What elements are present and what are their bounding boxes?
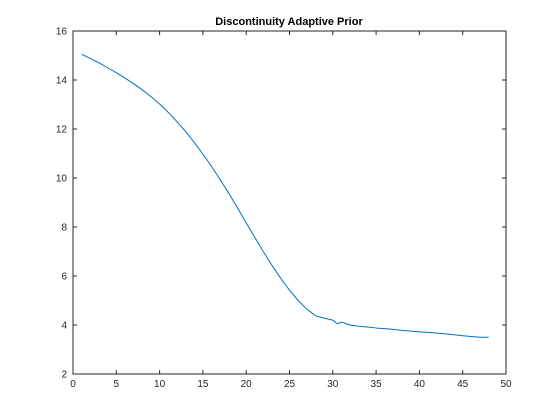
series-line-0	[81, 53, 489, 338]
x-tick-label: 10	[154, 379, 166, 390]
y-tick-label: 4	[61, 321, 67, 332]
x-tick-label: 15	[197, 379, 209, 390]
y-tick-label: 16	[56, 27, 68, 38]
y-tick-label: 12	[56, 125, 68, 136]
x-tick-label: 5	[114, 379, 120, 390]
x-tick-label: 50	[500, 379, 512, 390]
x-tick-label: 40	[414, 379, 426, 390]
chart-title: Discontinuity Adaptive Prior	[215, 16, 363, 28]
y-tick-label: 6	[61, 272, 67, 283]
axes-box	[72, 30, 507, 375]
plot-area	[81, 53, 489, 338]
x-tick-label: 30	[327, 379, 339, 390]
y-tick-label: 14	[56, 76, 68, 87]
y-tick-label: 2	[61, 370, 67, 381]
axis-ticks	[72, 30, 507, 375]
x-tick-label: 20	[241, 379, 253, 390]
x-tick-label: 0	[70, 379, 76, 390]
y-tick-label: 8	[61, 223, 67, 234]
x-tick-label: 45	[457, 379, 469, 390]
axis-tick-labels: 0 5 10 15 20 25 30 35 40 45 50 2 4 6 8 10 12 14 16	[56, 27, 512, 391]
x-tick-label: 25	[284, 379, 296, 390]
y-tick-label: 10	[56, 174, 68, 185]
x-tick-label: 35	[371, 379, 383, 390]
